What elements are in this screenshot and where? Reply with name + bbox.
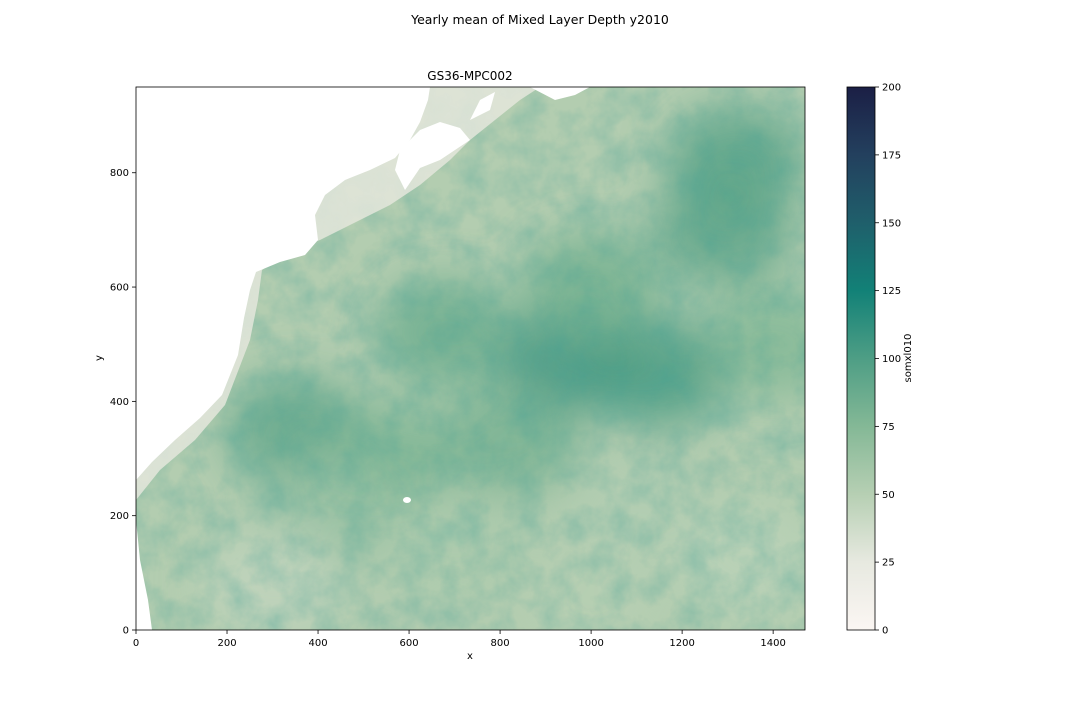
x-axis-label: x [467, 651, 473, 662]
colorbar-ticks: 0 25 50 75 100 125 150 175 200 [875, 83, 901, 637]
colorbar-tick-label: 125 [882, 286, 901, 297]
colorbar-tick-label: 175 [882, 150, 901, 161]
small-island [403, 497, 411, 503]
colorbar-tick-label: 150 [882, 218, 901, 229]
y-tick-label: 200 [110, 511, 129, 522]
land-mass [136, 87, 430, 480]
land-island [395, 122, 470, 190]
x-tick-label: 200 [217, 638, 236, 649]
heatmap-field [136, 87, 805, 630]
x-tick-label: 400 [308, 638, 327, 649]
colorbar-label: somxl010 [903, 334, 914, 383]
colorbar-tick-label: 50 [882, 490, 895, 501]
y-tick-label: 800 [110, 168, 129, 179]
x-tick-label: 600 [400, 638, 419, 649]
y-tick-label: 600 [110, 283, 129, 294]
colorbar-tick-label: 200 [882, 83, 901, 94]
x-tick-label: 800 [491, 638, 510, 649]
colorbar-tick-label: 75 [882, 422, 895, 433]
figure-suptitle: Yearly mean of Mixed Layer Depth y2010 [410, 12, 669, 27]
land-northeast [530, 87, 590, 100]
land-north [470, 92, 495, 120]
x-tick-label: 1200 [669, 638, 694, 649]
axes-frame [135, 86, 806, 631]
x-tick-label: 1000 [578, 638, 603, 649]
x-tick-label: 1400 [760, 638, 785, 649]
chart-title: GS36-MPC002 [427, 69, 512, 83]
colorbar-tick-label: 100 [882, 354, 901, 365]
x-tick-label: 0 [133, 638, 139, 649]
colorbar-tick-label: 0 [882, 626, 888, 637]
colorbar-tick-label: 25 [882, 558, 895, 569]
y-tick-label: 400 [110, 397, 129, 408]
y-axis-ticks: 0 200 400 600 800 [110, 168, 136, 637]
colorbar [846, 86, 876, 631]
southwest-corner [136, 520, 152, 630]
y-tick-label: 0 [123, 626, 129, 637]
x-axis-ticks: 0 200 400 600 800 1000 1200 1400 [133, 630, 786, 649]
y-axis-label: y [94, 355, 105, 361]
